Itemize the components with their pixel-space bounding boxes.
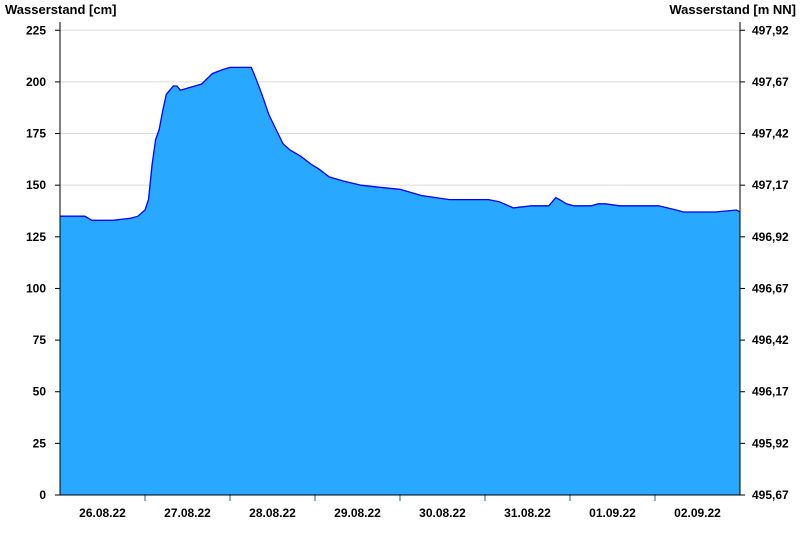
left-tick-label: 150 [26,178,46,192]
x-tick-label: 31.08.22 [504,506,551,520]
left-tick-label: 25 [33,436,47,450]
right-tick-label: 497,67 [752,75,789,89]
x-tick-label: 01.09.22 [589,506,636,520]
left-axis-title: Wasserstand [cm] [5,2,117,17]
x-tick-label: 27.08.22 [164,506,211,520]
left-tick-label: 175 [26,127,46,141]
right-tick-label: 497,92 [752,23,789,37]
right-tick-label: 496,92 [752,230,789,244]
right-tick-label: 497,17 [752,178,789,192]
left-tick-label: 0 [39,488,46,502]
right-tick-label: 495,92 [752,436,789,450]
x-tick-label: 28.08.22 [249,506,296,520]
right-axis-title: Wasserstand [m NN] [669,2,796,17]
left-tick-label: 200 [26,75,46,89]
left-tick-label: 75 [33,333,47,347]
x-tick-label: 29.08.22 [334,506,381,520]
right-tick-label: 497,42 [752,127,789,141]
right-tick-label: 496,42 [752,333,789,347]
right-tick-label: 496,67 [752,281,789,295]
left-tick-label: 100 [26,281,46,295]
left-tick-label: 50 [33,385,47,399]
left-tick-label: 125 [26,230,46,244]
x-tick-label: 30.08.22 [419,506,466,520]
x-tick-label: 02.09.22 [674,506,721,520]
right-tick-label: 495,67 [752,488,789,502]
water-level-area [60,67,740,496]
x-tick-label: 26.08.22 [79,506,126,520]
left-tick-label: 225 [26,23,46,37]
water-level-line [60,66,741,221]
right-tick-label: 496,17 [752,385,789,399]
